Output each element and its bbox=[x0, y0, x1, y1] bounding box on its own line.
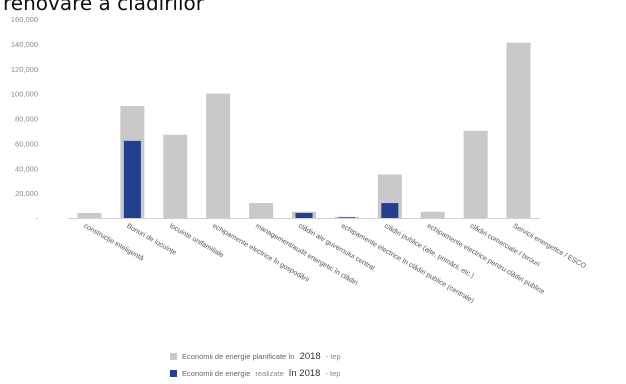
bars bbox=[77, 42, 531, 219]
y-tick-label: 160,000 bbox=[11, 15, 38, 24]
bar-planned bbox=[506, 42, 531, 218]
legend-year-realized: în 2018 bbox=[288, 368, 321, 379]
legend-swatch-planned bbox=[170, 353, 177, 360]
bar-realized bbox=[123, 140, 141, 218]
y-tick-label: 60,000 bbox=[15, 139, 38, 148]
x-category-label: Servicii energetice / ESCO bbox=[512, 223, 588, 271]
legend-item-realized: Economii de energie realizate în 2018 - … bbox=[170, 368, 340, 379]
legend-label-planned: Economii de energie planificate în bbox=[182, 352, 295, 361]
legend-unit-realized: - tep bbox=[325, 369, 341, 378]
x-category-label: clădiri ale guvernului central bbox=[297, 223, 376, 273]
legend-sub-realized: realizate bbox=[255, 369, 284, 378]
y-tick-label: 100,000 bbox=[11, 90, 38, 99]
y-tick-label: 20,000 bbox=[15, 189, 38, 198]
bar-realized bbox=[381, 203, 399, 218]
page-heading: renovare a cladirilor bbox=[3, 0, 205, 15]
bar-planned bbox=[420, 211, 445, 218]
y-tick-label: 120,000 bbox=[11, 65, 38, 74]
bar-planned bbox=[163, 134, 188, 218]
y-tick-label: 40,000 bbox=[15, 164, 38, 173]
legend-unit-planned: - tep bbox=[325, 352, 341, 361]
legend-label-realized: Economii de energie bbox=[182, 369, 251, 378]
y-tick-label: 80,000 bbox=[15, 115, 38, 124]
y-tick-label: 140,000 bbox=[11, 40, 38, 49]
x-category-label: clădiri comerciale / birouri bbox=[469, 223, 542, 269]
y-tick-label: - bbox=[36, 214, 39, 223]
bar-planned bbox=[249, 203, 274, 218]
y-axis: - 20,000 40,000 60,000 80,000 100,000 120,000 1… bbox=[11, 15, 39, 223]
bar-realized bbox=[295, 213, 313, 218]
bar-planned bbox=[463, 130, 488, 218]
bar-planned bbox=[77, 213, 102, 218]
bar-planned bbox=[206, 93, 231, 218]
legend-item-planned: Economii de energie planificate în 2018 … bbox=[170, 351, 341, 362]
legend-year-planned: 2018 bbox=[299, 351, 321, 362]
legend-swatch-realized bbox=[170, 370, 177, 377]
